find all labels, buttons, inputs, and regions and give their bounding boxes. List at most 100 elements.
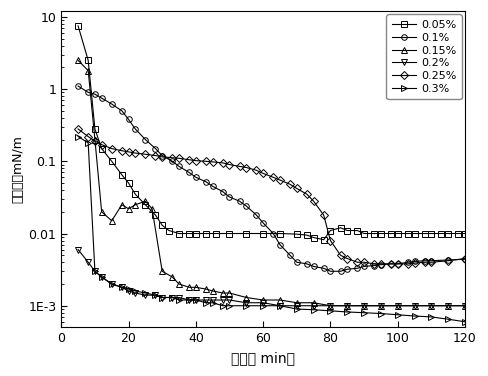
0.3% xyxy=(75,134,81,139)
0.1% xyxy=(371,263,377,268)
0.05% xyxy=(277,231,283,236)
0.05% xyxy=(193,231,199,236)
0.25% xyxy=(311,199,317,203)
0.25% xyxy=(411,261,417,265)
0.1% xyxy=(287,253,293,258)
0.25% xyxy=(345,256,350,261)
0.25% xyxy=(388,262,394,266)
0.25% xyxy=(85,134,91,139)
0.2% xyxy=(92,269,98,273)
0.1% xyxy=(445,258,451,262)
0.2% xyxy=(176,295,182,300)
0.2% xyxy=(119,285,125,290)
Line: 0.25%: 0.25% xyxy=(75,126,468,267)
0.15% xyxy=(119,203,125,207)
0.1% xyxy=(85,90,91,95)
0.2% xyxy=(411,303,417,308)
0.1% xyxy=(237,199,243,203)
0.1% xyxy=(75,84,81,88)
0.05% xyxy=(159,223,165,227)
0.25% xyxy=(395,262,401,266)
0.15% xyxy=(125,206,131,211)
0.1% xyxy=(210,184,216,189)
0.05% xyxy=(226,231,232,236)
0.1% xyxy=(193,175,199,180)
0.3% xyxy=(119,285,125,290)
0.05% xyxy=(125,181,131,185)
0.15% xyxy=(109,218,115,223)
0.1% xyxy=(260,221,266,225)
0.2% xyxy=(159,295,165,300)
0.1% xyxy=(125,117,131,122)
0.15% xyxy=(193,285,199,290)
0.15% xyxy=(176,282,182,286)
0.25% xyxy=(354,260,360,264)
0.25% xyxy=(176,156,182,161)
0.05% xyxy=(153,213,159,217)
0.05% xyxy=(166,228,172,233)
0.05% xyxy=(395,231,401,236)
0.3% xyxy=(132,289,138,293)
0.1% xyxy=(176,164,182,168)
Line: 0.05%: 0.05% xyxy=(75,23,468,243)
0.3% xyxy=(220,303,225,308)
0.05% xyxy=(304,233,310,237)
0.05% xyxy=(361,231,367,236)
0.25% xyxy=(244,165,249,170)
0.2% xyxy=(327,303,333,308)
0.05% xyxy=(119,173,125,177)
0.05% xyxy=(321,238,326,242)
0.3% xyxy=(260,303,266,308)
0.3% xyxy=(109,282,115,286)
0.2% xyxy=(428,303,434,308)
0.3% xyxy=(462,320,468,324)
0.2% xyxy=(462,303,468,308)
0.05% xyxy=(455,231,461,236)
0.2% xyxy=(220,298,225,302)
0.05% xyxy=(439,231,445,236)
0.1% xyxy=(92,92,98,96)
0.15% xyxy=(75,58,81,62)
0.2% xyxy=(132,291,138,295)
0.3% xyxy=(428,315,434,319)
0.25% xyxy=(142,152,148,156)
0.2% xyxy=(277,303,283,308)
0.1% xyxy=(321,266,326,271)
0.2% xyxy=(203,298,209,302)
0.2% xyxy=(260,300,266,305)
0.3% xyxy=(125,287,131,291)
0.3% xyxy=(226,303,232,308)
Line: 0.2%: 0.2% xyxy=(75,247,468,309)
0.25% xyxy=(378,262,384,266)
0.05% xyxy=(142,203,148,207)
0.3% xyxy=(153,293,159,297)
0.25% xyxy=(260,171,266,176)
0.25% xyxy=(75,127,81,131)
0.2% xyxy=(109,282,115,286)
0.05% xyxy=(92,127,98,131)
0.05% xyxy=(213,231,219,236)
0.3% xyxy=(294,307,300,311)
0.25% xyxy=(294,186,300,191)
0.05% xyxy=(186,231,192,236)
0.25% xyxy=(119,149,125,153)
0.15% xyxy=(149,206,155,211)
0.2% xyxy=(345,303,350,308)
0.15% xyxy=(378,303,384,308)
0.25% xyxy=(361,260,367,264)
0.25% xyxy=(321,213,326,217)
0.1% xyxy=(203,179,209,184)
0.2% xyxy=(244,300,249,305)
0.3% xyxy=(210,300,216,305)
0.1% xyxy=(354,266,360,271)
0.15% xyxy=(294,300,300,305)
0.1% xyxy=(304,262,310,266)
0.3% xyxy=(85,141,91,145)
0.05% xyxy=(345,228,350,233)
0.1% xyxy=(153,146,159,151)
0.25% xyxy=(210,160,216,164)
0.25% xyxy=(226,162,232,167)
0.25% xyxy=(159,155,165,159)
0.15% xyxy=(210,289,216,293)
0.25% xyxy=(237,164,243,168)
